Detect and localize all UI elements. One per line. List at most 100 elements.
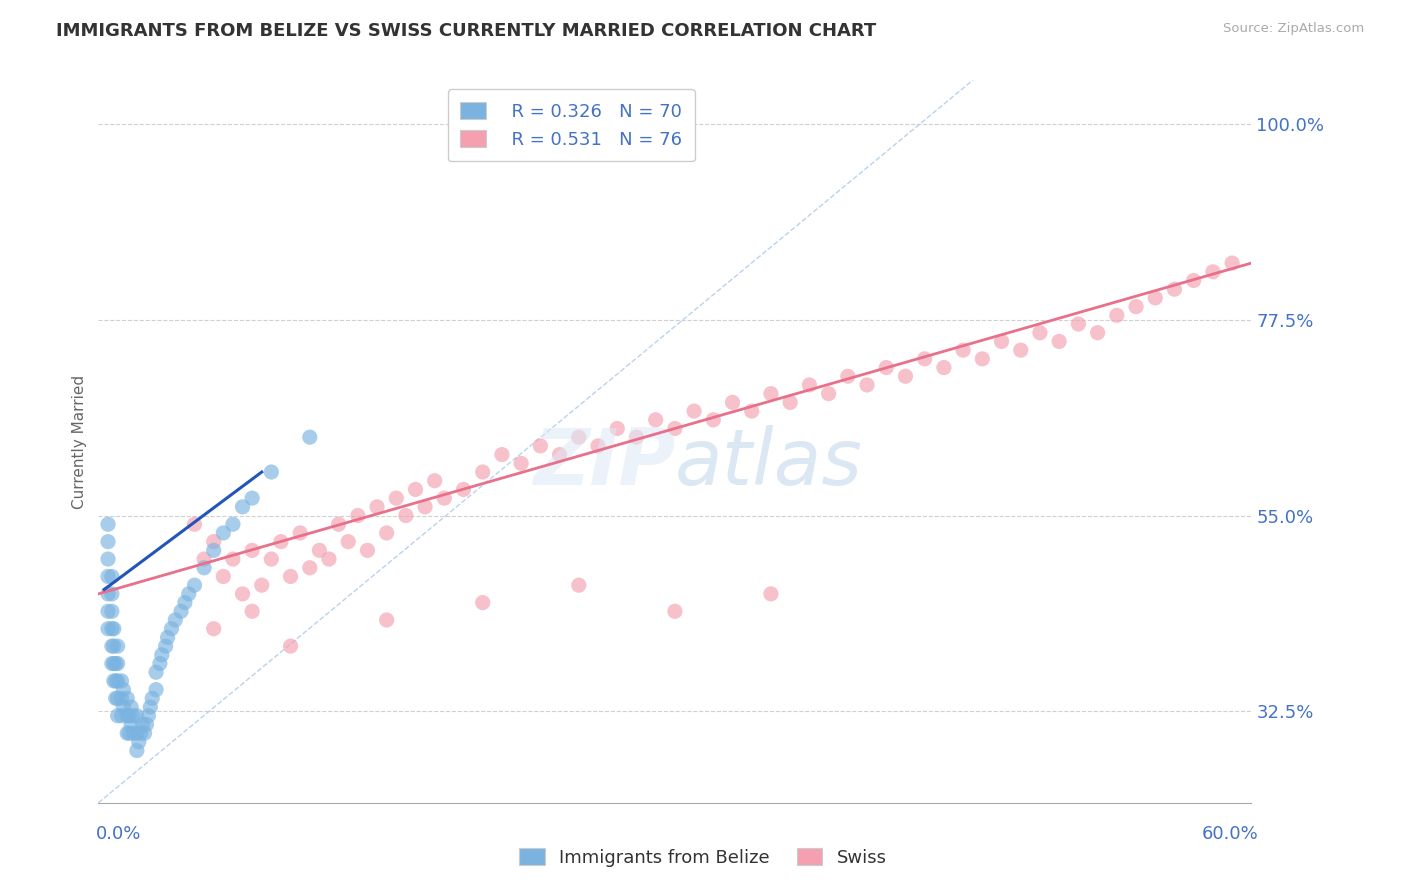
Point	[103, 657, 125, 671]
Point	[117, 726, 139, 740]
Point	[97, 622, 120, 636]
Point	[240, 543, 263, 558]
Point	[117, 691, 139, 706]
Legend: Immigrants from Belize, Swiss: Immigrants from Belize, Swiss	[512, 841, 894, 874]
Point	[145, 665, 167, 680]
Point	[433, 491, 456, 505]
Point	[1067, 317, 1090, 331]
Point	[683, 404, 706, 418]
Point	[101, 639, 124, 653]
Point	[104, 673, 127, 688]
Point	[423, 474, 446, 488]
Point	[568, 430, 591, 444]
Point	[212, 569, 235, 583]
Point	[134, 726, 156, 740]
Point	[405, 483, 427, 497]
Point	[250, 578, 273, 592]
Point	[664, 421, 686, 435]
Point	[97, 552, 120, 566]
Point	[107, 673, 129, 688]
Point	[990, 334, 1012, 349]
Point	[156, 631, 179, 645]
Point	[337, 534, 360, 549]
Point	[160, 622, 183, 636]
Point	[125, 726, 148, 740]
Point	[856, 378, 879, 392]
Point	[122, 708, 145, 723]
Point	[112, 700, 135, 714]
Point	[131, 717, 153, 731]
Point	[779, 395, 801, 409]
Point	[280, 569, 302, 583]
Point	[104, 657, 127, 671]
Point	[120, 717, 142, 731]
Point	[932, 360, 955, 375]
Point	[118, 726, 141, 740]
Point	[356, 543, 378, 558]
Point	[972, 351, 994, 366]
Point	[128, 735, 150, 749]
Point	[799, 378, 821, 392]
Text: IMMIGRANTS FROM BELIZE VS SWISS CURRENTLY MARRIED CORRELATION CHART: IMMIGRANTS FROM BELIZE VS SWISS CURRENTL…	[56, 22, 876, 40]
Text: Source: ZipAtlas.com: Source: ZipAtlas.com	[1223, 22, 1364, 36]
Point	[529, 439, 551, 453]
Point	[298, 430, 321, 444]
Point	[101, 657, 124, 671]
Point	[139, 700, 162, 714]
Point	[97, 534, 120, 549]
Point	[129, 726, 152, 740]
Point	[165, 613, 187, 627]
Point	[112, 682, 135, 697]
Point	[125, 708, 148, 723]
Point	[395, 508, 418, 523]
Point	[375, 613, 398, 627]
Point	[1010, 343, 1032, 358]
Point	[1182, 273, 1205, 287]
Point	[107, 691, 129, 706]
Point	[548, 448, 571, 462]
Point	[290, 525, 312, 540]
Point	[103, 622, 125, 636]
Point	[183, 578, 205, 592]
Point	[1202, 265, 1225, 279]
Point	[328, 517, 350, 532]
Point	[308, 543, 330, 558]
Point	[606, 421, 628, 435]
Point	[110, 708, 132, 723]
Point	[568, 578, 591, 592]
Point	[453, 483, 475, 497]
Point	[1144, 291, 1167, 305]
Point	[471, 596, 494, 610]
Text: atlas: atlas	[675, 425, 863, 501]
Point	[1087, 326, 1109, 340]
Point	[385, 491, 408, 505]
Point	[103, 673, 125, 688]
Point	[759, 587, 782, 601]
Point	[107, 657, 129, 671]
Point	[1125, 300, 1147, 314]
Point	[170, 604, 193, 618]
Point	[222, 552, 245, 566]
Point	[894, 369, 917, 384]
Point	[644, 413, 666, 427]
Point	[174, 596, 197, 610]
Point	[298, 561, 321, 575]
Point	[626, 430, 648, 444]
Point	[413, 500, 436, 514]
Point	[260, 552, 283, 566]
Point	[721, 395, 744, 409]
Point	[103, 639, 125, 653]
Text: 60.0%: 60.0%	[1202, 825, 1258, 843]
Y-axis label: Currently Married: Currently Married	[72, 375, 87, 508]
Point	[117, 708, 139, 723]
Point	[471, 465, 494, 479]
Point	[138, 708, 160, 723]
Point	[104, 691, 127, 706]
Point	[118, 708, 141, 723]
Point	[837, 369, 859, 384]
Point	[664, 604, 686, 618]
Point	[202, 543, 225, 558]
Point	[193, 552, 215, 566]
Point	[110, 691, 132, 706]
Point	[155, 639, 177, 653]
